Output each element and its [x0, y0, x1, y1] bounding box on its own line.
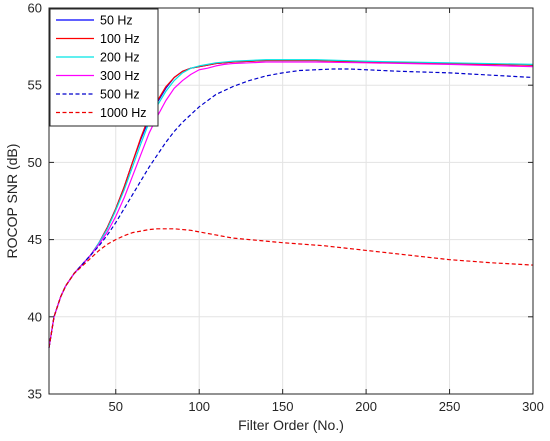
x-tick-label: 100 [188, 399, 210, 414]
legend-label: 300 Hz [100, 69, 140, 83]
x-tick-label: 300 [522, 399, 544, 414]
legend-label: 50 Hz [100, 14, 133, 28]
series-line [48, 228, 534, 348]
y-tick-label: 50 [28, 155, 42, 170]
x-tick-label: 50 [109, 399, 123, 414]
y-tick-label: 40 [28, 309, 42, 324]
legend-label: 500 Hz [100, 88, 140, 102]
y-tick-label: 60 [28, 1, 42, 16]
y-axis-label: ROCOP SNR (dB) [4, 144, 20, 259]
y-tick-label: 45 [28, 232, 42, 247]
series-lines [48, 59, 534, 348]
x-tick-label: 250 [439, 399, 461, 414]
legend-label: 200 Hz [100, 51, 140, 65]
x-tick-label: 200 [355, 399, 377, 414]
legend-label: 1000 Hz [100, 106, 147, 120]
x-tick-label: 150 [272, 399, 294, 414]
legend: 50 Hz 100 Hz 200 Hz 300 Hz 500 Hz 1000 Hz [49, 8, 159, 127]
y-tick-label: 55 [28, 78, 42, 93]
x-axis-label: Filter Order (No.) [238, 417, 344, 433]
legend-box [49, 8, 159, 127]
plot-frame [48, 7, 534, 395]
series-line [48, 68, 534, 348]
y-tick-label: 35 [28, 387, 42, 402]
legend-label: 100 Hz [100, 32, 140, 46]
